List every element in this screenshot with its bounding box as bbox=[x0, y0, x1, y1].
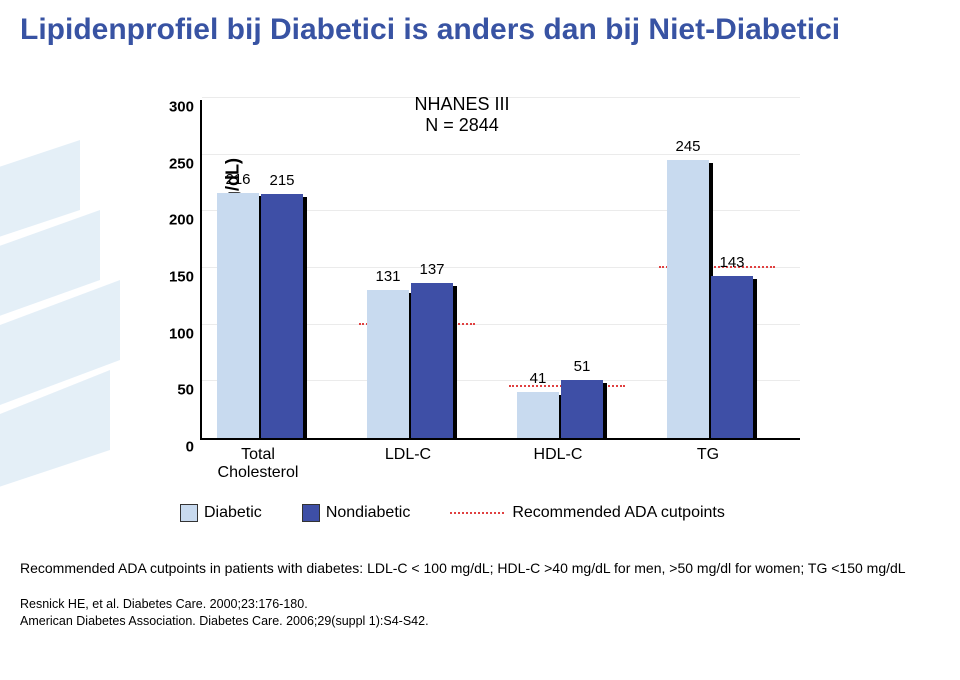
legend-swatch-nondiabetic bbox=[302, 504, 320, 522]
y-tick: 300 bbox=[154, 99, 194, 116]
footnote: Recommended ADA cutpoints in patients wi… bbox=[20, 560, 906, 576]
legend-cutpoint-line bbox=[450, 512, 504, 514]
plot-area: NHANES III N = 2844 05010015020025030021… bbox=[200, 100, 800, 440]
subtitle-line-2: N = 2844 bbox=[372, 115, 552, 136]
legend-item-diabetic: Diabetic bbox=[180, 504, 262, 522]
subtitle-line-1: NHANES III bbox=[372, 94, 552, 115]
bar: 41 bbox=[517, 392, 559, 438]
bar: 216 bbox=[217, 193, 259, 438]
x-axis-label: LDL-C bbox=[338, 446, 478, 464]
bar-chart: Serum Concentration (mg/dL) NHANES III N… bbox=[140, 100, 840, 470]
bar-value-label: 215 bbox=[252, 172, 312, 189]
x-axis-label: TG bbox=[638, 446, 778, 464]
bar-value-label: 143 bbox=[702, 254, 762, 271]
legend-label-cutpoints: Recommended ADA cutpoints bbox=[512, 504, 725, 522]
page-title: Lipidenprofiel bij Diabetici is anders d… bbox=[20, 12, 840, 48]
x-axis-label: HDL-C bbox=[488, 446, 628, 464]
x-axis-label: TotalCholesterol bbox=[188, 446, 328, 482]
chart-subtitle: NHANES III N = 2844 bbox=[372, 94, 552, 136]
bar-value-label: 137 bbox=[402, 261, 462, 278]
bar: 51 bbox=[561, 380, 603, 438]
legend: Diabetic Nondiabetic Recommended ADA cut… bbox=[180, 504, 725, 522]
bar: 215 bbox=[261, 194, 303, 438]
bar: 245 bbox=[667, 160, 709, 438]
bar: 143 bbox=[711, 276, 753, 438]
bar: 131 bbox=[367, 290, 409, 438]
bar: 137 bbox=[411, 283, 453, 438]
legend-item-nondiabetic: Nondiabetic bbox=[302, 504, 411, 522]
legend-label-nondiabetic: Nondiabetic bbox=[326, 504, 411, 522]
y-tick: 150 bbox=[154, 269, 194, 286]
y-tick: 100 bbox=[154, 325, 194, 342]
bar-value-label: 245 bbox=[658, 138, 718, 155]
y-tick: 50 bbox=[154, 382, 194, 399]
legend-item-cutpoints: Recommended ADA cutpoints bbox=[450, 504, 725, 522]
references: Resnick HE, et al. Diabetes Care. 2000;2… bbox=[20, 596, 429, 630]
y-tick: 250 bbox=[154, 155, 194, 172]
bar-value-label: 51 bbox=[552, 358, 612, 375]
reference-1: Resnick HE, et al. Diabetes Care. 2000;2… bbox=[20, 596, 429, 613]
legend-swatch-diabetic bbox=[180, 504, 198, 522]
reference-2: American Diabetes Association. Diabetes … bbox=[20, 613, 429, 630]
y-tick: 200 bbox=[154, 212, 194, 229]
legend-label-diabetic: Diabetic bbox=[204, 504, 262, 522]
